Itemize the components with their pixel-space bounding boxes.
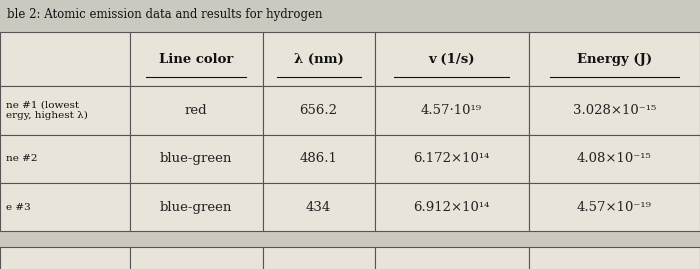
Text: blue-green: blue-green: [160, 152, 232, 165]
Text: ne #2: ne #2: [6, 154, 37, 163]
Text: 4.08×10⁻¹⁵: 4.08×10⁻¹⁵: [577, 152, 652, 165]
Bar: [262, 183, 374, 231]
Text: ble 2: Atomic emission data and results for hydrogen: ble 2: Atomic emission data and results …: [7, 8, 323, 21]
Bar: [528, 134, 700, 183]
Text: 656.2: 656.2: [300, 104, 337, 117]
Bar: [262, 86, 374, 134]
Bar: [0, 134, 130, 183]
Bar: [262, 32, 374, 86]
Bar: [130, 134, 262, 183]
Bar: [130, 183, 262, 231]
Bar: [130, 247, 262, 269]
Bar: [374, 134, 528, 183]
Text: ne #1 (lowest
ergy, highest λ): ne #1 (lowest ergy, highest λ): [6, 100, 87, 121]
Text: red: red: [185, 104, 207, 117]
Text: 4.57×10⁻¹⁹: 4.57×10⁻¹⁹: [577, 201, 652, 214]
Bar: [130, 86, 262, 134]
Bar: [130, 32, 262, 86]
Text: 486.1: 486.1: [300, 152, 337, 165]
Text: 3.028×10⁻¹⁵: 3.028×10⁻¹⁵: [573, 104, 656, 117]
Bar: [0, 247, 130, 269]
Bar: [374, 247, 528, 269]
Text: 6.912×10¹⁴: 6.912×10¹⁴: [413, 201, 490, 214]
Text: 6.172×10¹⁴: 6.172×10¹⁴: [413, 152, 490, 165]
Bar: [262, 134, 374, 183]
Text: Energy (J): Energy (J): [577, 53, 652, 66]
Bar: [528, 183, 700, 231]
Bar: [0, 183, 130, 231]
Bar: [528, 247, 700, 269]
Bar: [0, 86, 130, 134]
Bar: [374, 86, 528, 134]
Text: 434: 434: [306, 201, 331, 214]
Text: v (1/s): v (1/s): [428, 53, 475, 66]
Text: e #3: e #3: [6, 203, 30, 212]
Bar: [528, 32, 700, 86]
Text: Line color: Line color: [159, 53, 233, 66]
Text: 4.57·10¹⁹: 4.57·10¹⁹: [421, 104, 482, 117]
Text: blue-green: blue-green: [160, 201, 232, 214]
Bar: [374, 32, 528, 86]
Bar: [374, 183, 528, 231]
Bar: [0, 32, 130, 86]
Text: λ (nm): λ (nm): [293, 53, 344, 66]
Bar: [528, 86, 700, 134]
Bar: [262, 247, 374, 269]
